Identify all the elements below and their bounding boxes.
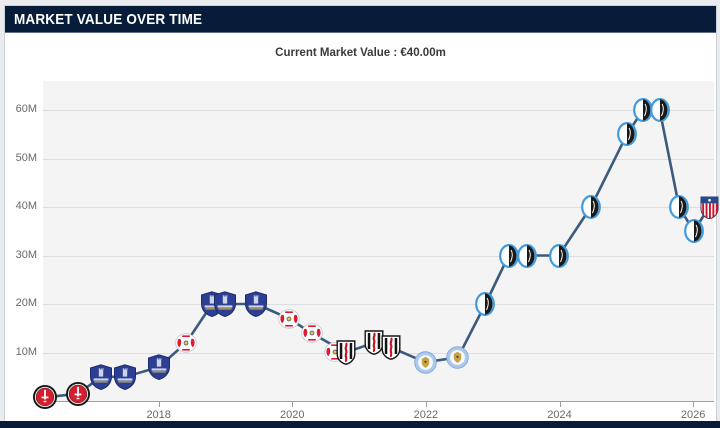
y-axis-label: 30M — [15, 248, 37, 261]
leicester-city-badge-icon[interactable] — [446, 346, 470, 369]
charlton-athletic-badge-icon[interactable] — [65, 381, 91, 407]
rb-leipzig-badge-icon[interactable] — [278, 308, 300, 329]
market-value-chart — [33, 81, 719, 410]
x-axis-label: 2026 — [680, 409, 706, 421]
atalanta-badge-icon[interactable] — [649, 98, 670, 122]
x-axis-tick — [425, 402, 427, 407]
x-axis: 2018 2020 2022 2024 2026 — [43, 402, 714, 428]
fulham-badge-icon[interactable] — [336, 340, 356, 365]
everton-badge-icon[interactable] — [89, 364, 113, 390]
atalanta-badge-icon[interactable] — [475, 292, 496, 316]
gridline — [43, 158, 714, 160]
footer-bar — [0, 421, 720, 428]
x-axis-tick — [559, 402, 561, 407]
atletico-madrid-badge-icon[interactable] — [700, 196, 719, 219]
gridline — [43, 255, 714, 257]
gridline — [43, 207, 714, 208]
y-axis-label: 60M — [15, 103, 37, 115]
atalanta-badge-icon[interactable] — [683, 219, 704, 244]
charlton-athletic-badge-icon[interactable] — [32, 384, 58, 410]
x-axis-label: 2018 — [146, 409, 171, 421]
x-axis-tick — [158, 402, 160, 407]
atalanta-badge-icon[interactable] — [669, 195, 689, 219]
everton-badge-icon[interactable] — [113, 364, 137, 390]
fulham-badge-icon[interactable] — [381, 335, 401, 361]
card-header: MARKET VALUE OVER TIME — [5, 6, 716, 33]
atalanta-badge-icon[interactable] — [498, 243, 519, 268]
gridline — [43, 304, 714, 305]
y-axis-label: 40M — [15, 200, 37, 212]
x-axis-label: 2024 — [547, 409, 572, 421]
everton-badge-icon[interactable] — [147, 354, 171, 381]
gridline — [43, 110, 714, 111]
y-axis-label: 20M — [15, 297, 37, 309]
x-axis-label: 2022 — [413, 409, 439, 421]
x-axis-label: 2020 — [280, 409, 305, 421]
current-market-value-text: Current Market Value : €40.00m — [275, 47, 446, 59]
rb-leipzig-badge-icon[interactable] — [300, 323, 323, 343]
everton-badge-icon[interactable] — [213, 291, 237, 317]
y-axis-label: 50M — [15, 151, 37, 164]
market-value-card: MARKET VALUE OVER TIME Current Market Va… — [4, 5, 719, 428]
leicester-city-badge-icon[interactable] — [414, 350, 437, 374]
atalanta-badge-icon[interactable] — [548, 243, 569, 268]
fulham-badge-icon[interactable] — [364, 330, 384, 356]
x-axis-tick — [292, 402, 294, 407]
atalanta-badge-icon[interactable] — [580, 195, 601, 219]
page-title: MARKET VALUE OVER TIME — [14, 10, 203, 28]
atalanta-badge-icon[interactable] — [617, 122, 637, 147]
x-axis-tick — [693, 402, 695, 407]
atalanta-badge-icon[interactable] — [516, 243, 537, 268]
y-axis-label: 10M — [15, 345, 37, 358]
everton-badge-icon[interactable] — [244, 291, 268, 317]
rb-leipzig-badge-icon[interactable] — [175, 333, 197, 353]
